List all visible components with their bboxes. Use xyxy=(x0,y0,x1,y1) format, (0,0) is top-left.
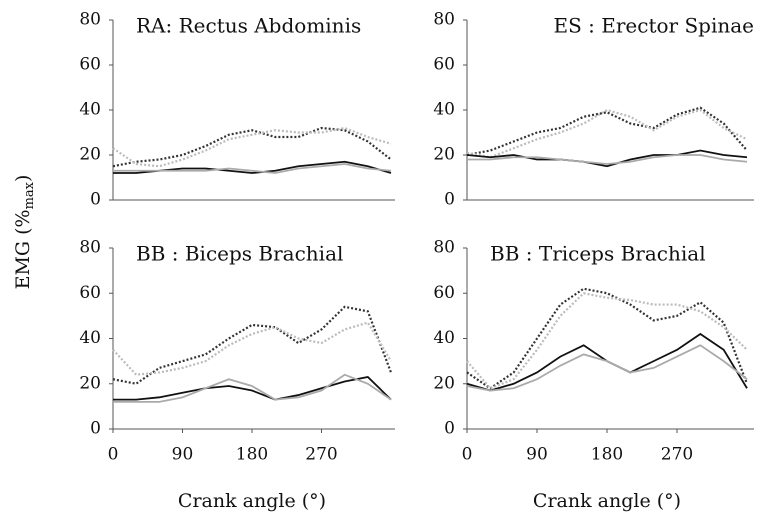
y-tick-label: 40 xyxy=(433,100,455,120)
y-tick-label: 0 xyxy=(444,419,455,439)
series-line xyxy=(466,292,748,390)
y-tick-label: 40 xyxy=(79,328,101,348)
y-tick-label: 20 xyxy=(433,145,455,165)
x-tick-label: 90 xyxy=(526,445,548,465)
x-tick-label: 0 xyxy=(108,445,119,465)
x-tick-label: 270 xyxy=(305,445,337,465)
y-tick-label: 80 xyxy=(433,10,455,30)
series-line xyxy=(466,332,748,392)
y-label-text: EMG (% xyxy=(12,209,34,289)
series-line xyxy=(466,344,748,392)
panel-title: BB : Biceps Brachial xyxy=(136,242,343,266)
y-tick-label: 20 xyxy=(79,145,101,165)
y-tick-label: 20 xyxy=(433,373,455,393)
series-line xyxy=(113,373,392,403)
series-line xyxy=(112,126,392,168)
x-tick-label: 180 xyxy=(236,445,268,465)
x-axis-label: Crank angle (°) xyxy=(533,490,681,512)
series-line xyxy=(112,126,392,168)
y-tick-label: 60 xyxy=(433,283,455,303)
y-tick-label: 60 xyxy=(433,55,455,75)
x-tick-label: 180 xyxy=(591,445,623,465)
y-tick-label: 0 xyxy=(90,419,101,439)
y-tick-label: 20 xyxy=(79,373,101,393)
y-tick-label: 60 xyxy=(79,283,101,303)
series-line xyxy=(466,106,748,157)
y-tick-label: 0 xyxy=(90,190,101,210)
panel-title: ES : Erector Spinae xyxy=(554,14,755,38)
y-axis-label: EMG (%max) xyxy=(12,175,37,290)
y-tick-label: 60 xyxy=(79,55,101,75)
series-line xyxy=(113,163,392,174)
series-line xyxy=(112,321,392,376)
y-tick-label: 80 xyxy=(79,238,101,258)
y-tick-label: 40 xyxy=(433,328,455,348)
series-line xyxy=(112,305,393,385)
y-tick-label: 0 xyxy=(444,190,455,210)
panel-title: RA: Rectus Abdominis xyxy=(136,14,361,38)
y-tick-label: 80 xyxy=(79,10,101,30)
x-axis-label: Crank angle (°) xyxy=(178,490,326,512)
x-tick-label: 90 xyxy=(172,445,194,465)
x-tick-label: 270 xyxy=(661,445,693,465)
y-label-end: ) xyxy=(12,175,34,182)
series-line xyxy=(467,154,748,165)
series-line xyxy=(466,149,748,168)
y-tick-label: 40 xyxy=(79,100,101,120)
series-line xyxy=(466,287,749,390)
panel-title: BB : Triceps Brachial xyxy=(490,242,706,266)
series-line xyxy=(113,375,392,401)
x-tick-label: 0 xyxy=(462,445,473,465)
series-line xyxy=(466,108,748,159)
y-label-sub: max xyxy=(22,181,37,209)
y-tick-label: 80 xyxy=(433,238,455,258)
